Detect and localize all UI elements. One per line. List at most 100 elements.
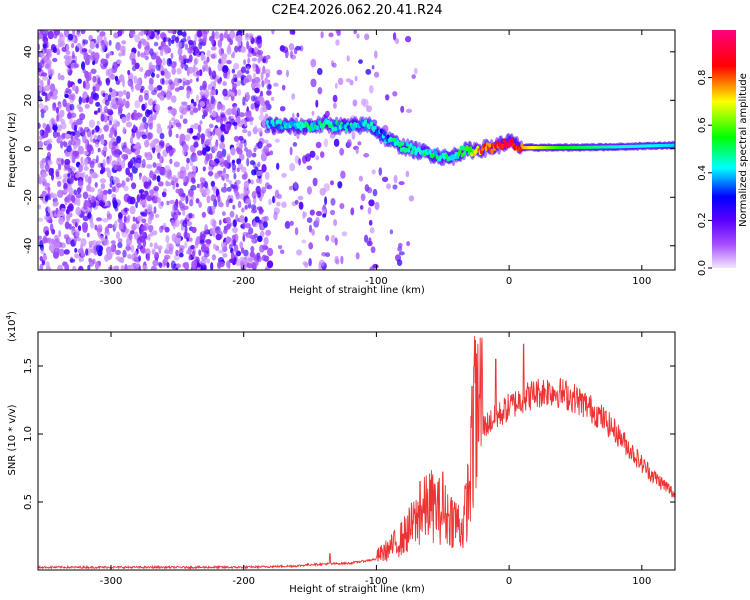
noise-speckle: [235, 258, 242, 267]
noise-speckle: [40, 30, 47, 36]
noise-speckle: [99, 31, 106, 37]
noise-speckle: [374, 201, 380, 211]
noise-speckle: [264, 68, 271, 76]
noise-speckle: [103, 124, 109, 132]
ridge-core: [434, 151, 438, 156]
noise-speckle: [116, 164, 123, 172]
noise-speckle: [240, 118, 247, 124]
noise-speckle: [392, 91, 398, 97]
noise-speckle: [87, 208, 93, 213]
noise-speckle: [202, 166, 206, 172]
noise-speckle: [121, 154, 126, 159]
noise-speckle: [106, 158, 112, 165]
noise-speckle: [64, 196, 70, 202]
noise-speckle: [393, 174, 398, 184]
noise-speckle: [230, 147, 236, 156]
noise-speckle: [234, 105, 238, 111]
noise-speckle: [63, 183, 68, 191]
noise-speckle: [261, 164, 267, 173]
noise-speckle: [69, 118, 73, 125]
noise-speckle: [230, 251, 235, 260]
noise-speckle: [186, 221, 193, 227]
noise-speckle: [113, 32, 119, 39]
noise-speckle: [207, 171, 214, 177]
noise-speckle: [44, 84, 51, 92]
noise-speckle: [78, 179, 83, 186]
noise-speckle: [136, 194, 141, 203]
noise-speckle: [83, 126, 90, 133]
noise-speckle: [245, 255, 250, 263]
noise-speckle: [247, 130, 252, 137]
noise-speckle: [87, 264, 91, 270]
noise-speckle: [151, 248, 156, 254]
ridge-core: [316, 125, 320, 131]
noise-speckle: [162, 222, 167, 229]
noise-speckle: [371, 169, 376, 175]
noise-speckle: [173, 208, 180, 214]
noise-speckle: [151, 89, 157, 96]
noise-speckle: [74, 253, 80, 259]
noise-speckle: [116, 156, 122, 166]
noise-speckle: [208, 165, 214, 171]
noise-speckle: [181, 192, 186, 198]
noise-speckle: [364, 234, 369, 243]
noise-speckle: [180, 62, 184, 70]
noise-speckle: [258, 207, 264, 215]
noise-speckle: [186, 68, 190, 77]
noise-speckle: [114, 63, 118, 70]
noise-speckle: [256, 82, 261, 89]
noise-speckle: [62, 140, 66, 147]
noise-speckle: [196, 267, 201, 270]
noise-speckle: [209, 210, 213, 215]
noise-speckle: [257, 235, 263, 243]
ridge-core: [336, 121, 340, 127]
noise-speckle: [192, 67, 199, 72]
noise-speckle: [79, 46, 84, 54]
noise-speckle: [117, 30, 123, 35]
noise-speckle: [345, 78, 352, 83]
noise-speckle: [148, 116, 154, 122]
noise-speckle: [210, 194, 217, 202]
noise-speckle: [105, 53, 110, 59]
noise-speckle: [97, 147, 101, 153]
noise-speckle: [141, 218, 147, 224]
noise-speckle: [125, 167, 130, 176]
noise-speckle: [256, 35, 262, 40]
noise-speckle: [147, 30, 152, 37]
colorbar-tick-label: 0.0: [697, 260, 708, 276]
noise-speckle: [94, 110, 98, 115]
noise-speckle: [96, 201, 100, 207]
noise-speckle: [63, 30, 70, 38]
noise-speckle: [76, 187, 82, 194]
ridge-core: [383, 131, 387, 137]
noise-speckle: [166, 200, 170, 206]
noise-speckle: [309, 150, 316, 158]
noise-speckle: [40, 50, 45, 57]
noise-speckle: [64, 263, 70, 270]
bottom-y-axis-label: SNR (10 * v/v): [7, 404, 18, 475]
noise-speckle: [124, 263, 128, 270]
noise-speckle: [249, 234, 256, 240]
noise-speckle: [243, 249, 249, 257]
noise-speckle: [170, 108, 177, 116]
noise-speckle: [72, 265, 77, 270]
noise-speckle: [161, 191, 167, 198]
noise-speckle: [184, 42, 189, 51]
noise-speckle: [320, 151, 325, 159]
noise-speckle: [74, 124, 77, 133]
noise-speckle: [367, 207, 372, 215]
top-y-tick-label: -40: [23, 238, 34, 254]
noise-speckle: [221, 241, 225, 249]
noise-speckle: [39, 256, 43, 262]
noise-speckle: [122, 89, 127, 96]
noise-speckle: [204, 181, 209, 189]
noise-speckle: [86, 74, 90, 84]
noise-speckle: [157, 245, 163, 250]
noise-speckle: [371, 65, 375, 70]
noise-speckle: [43, 182, 51, 187]
noise-speckle: [129, 52, 136, 61]
noise-speckle: [264, 100, 270, 107]
noise-speckle: [328, 32, 334, 38]
noise-speckle: [186, 157, 191, 164]
noise-speckle: [64, 133, 71, 139]
